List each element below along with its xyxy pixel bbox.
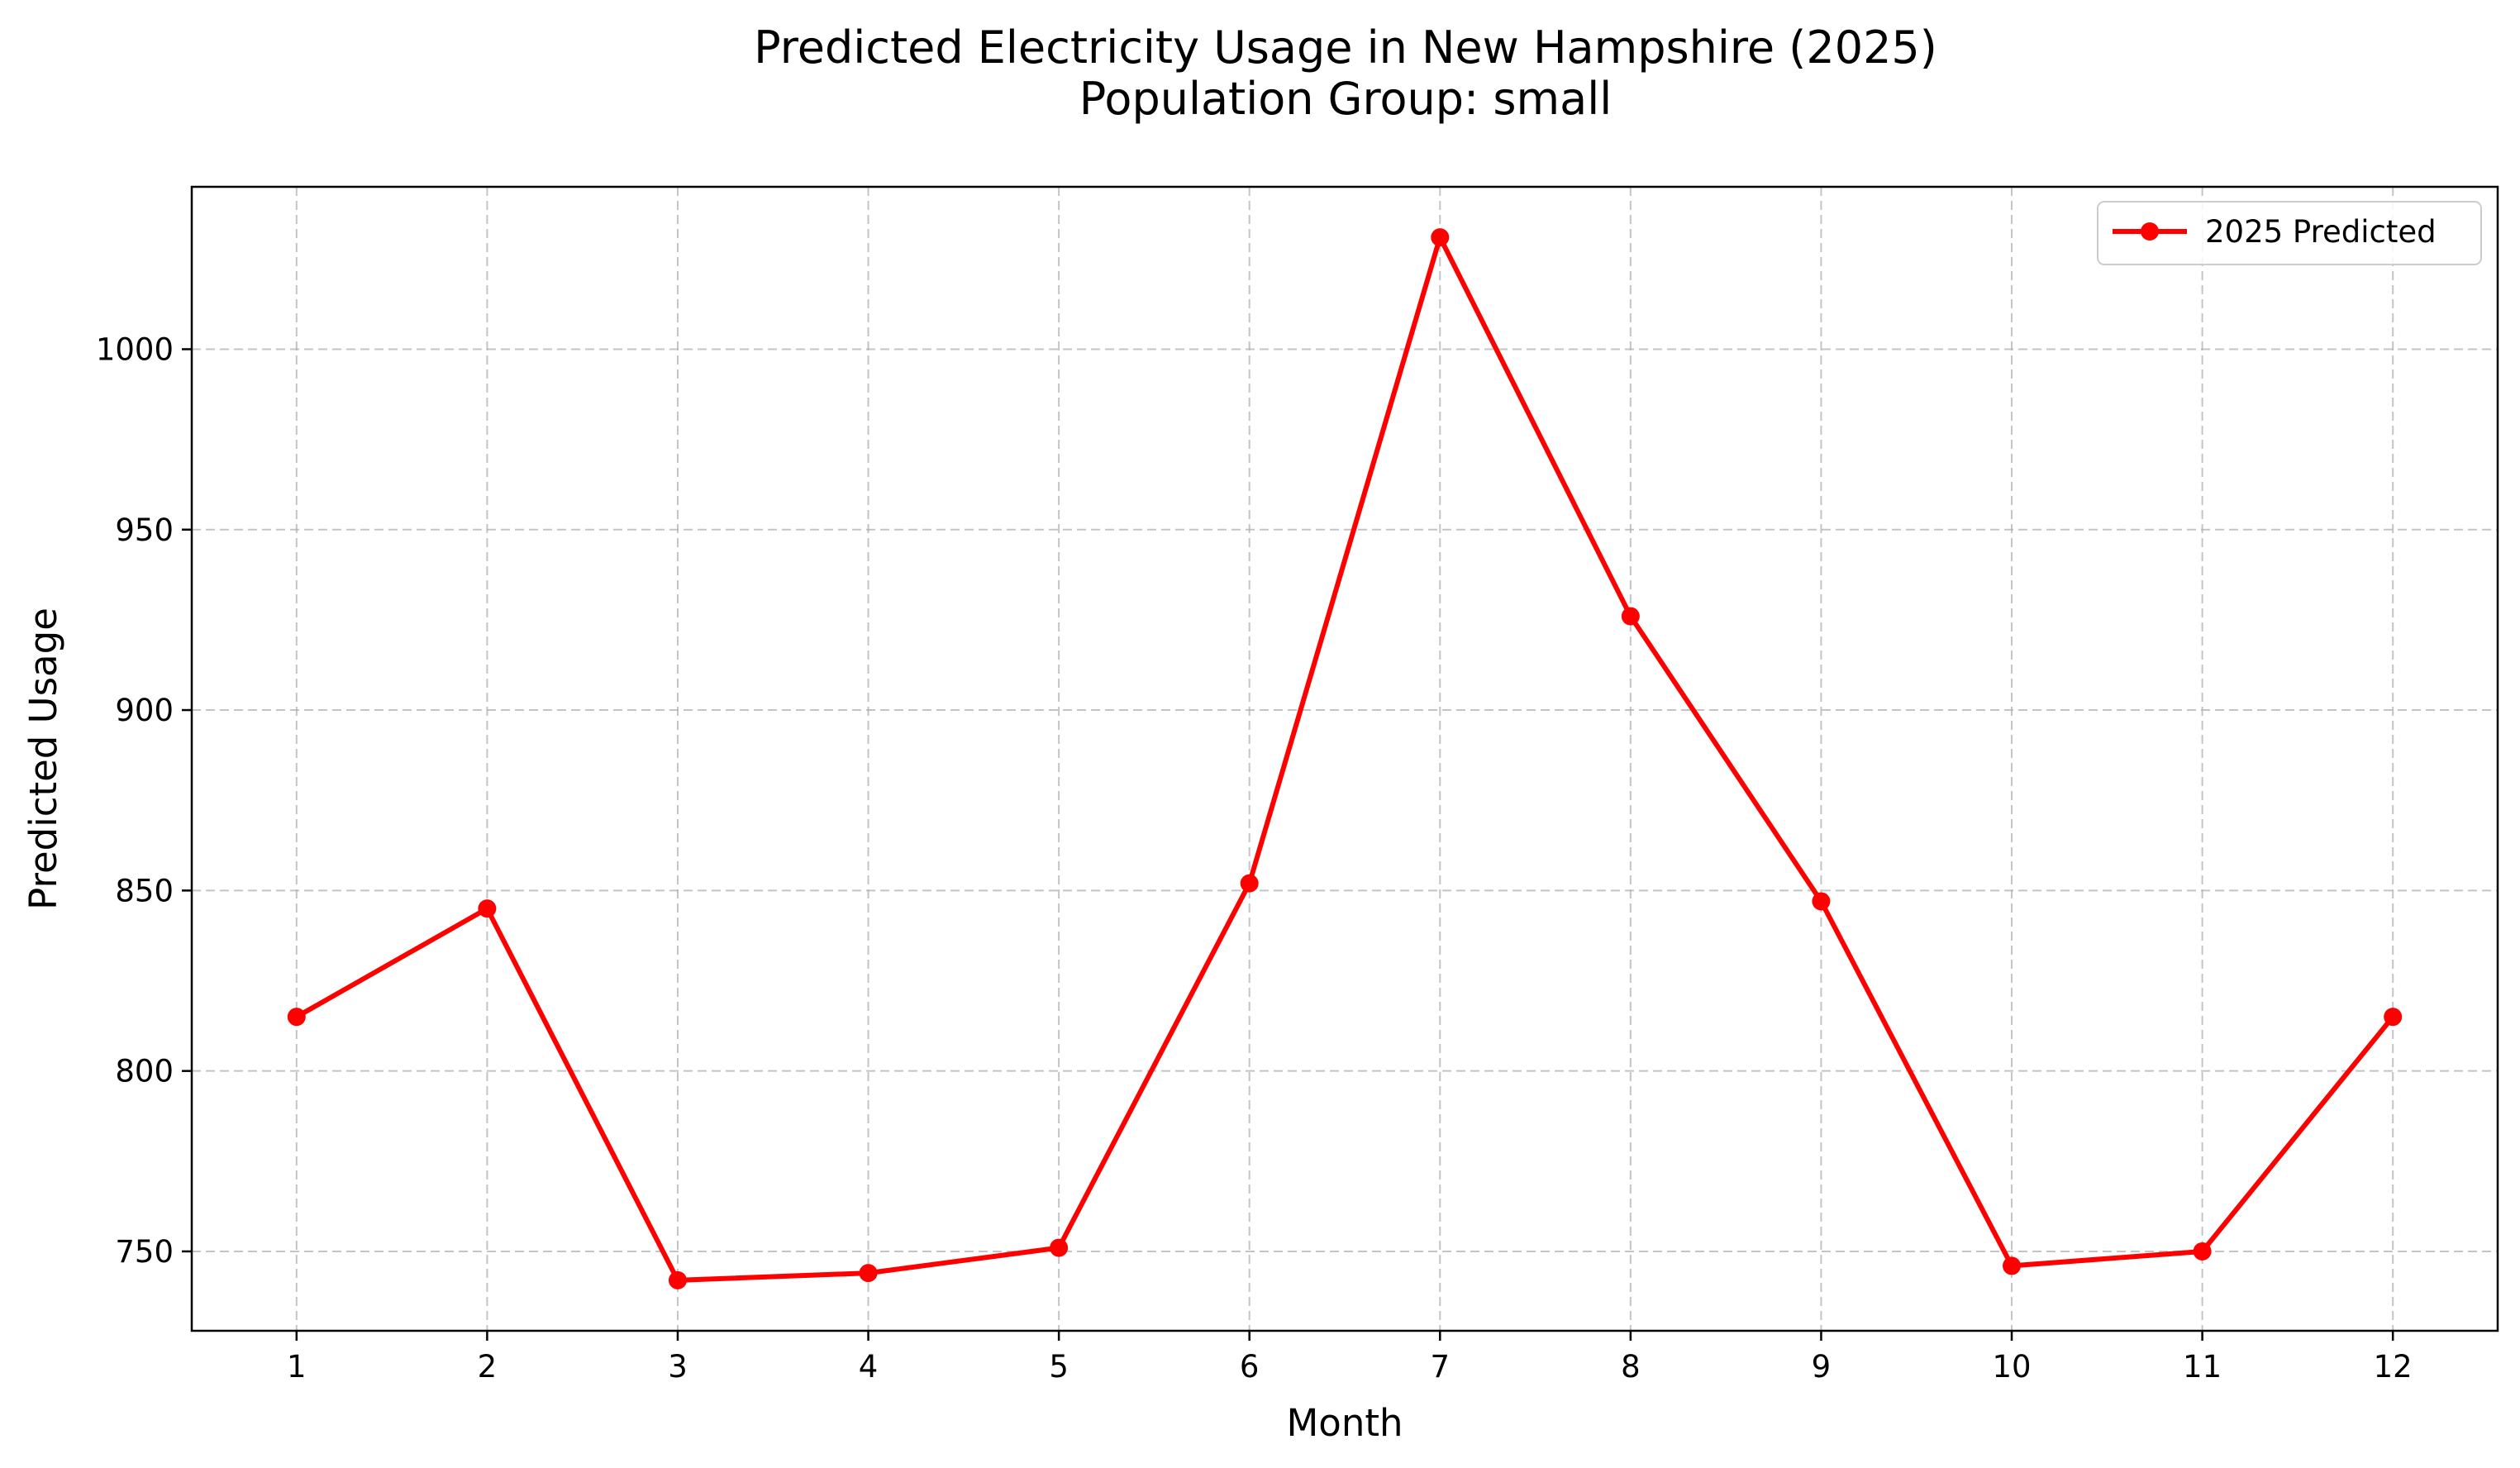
y-tick-label: 1000 [96,331,174,367]
data-point [1050,1238,1069,1257]
data-point [859,1264,878,1283]
x-tick-label: 10 [1992,1349,2031,1385]
x-axis-label: Month [1286,1401,1403,1445]
x-tick-label: 6 [1240,1349,1260,1385]
x-tick-label: 5 [1049,1349,1069,1385]
data-point [478,899,497,918]
data-point [2003,1256,2022,1275]
x-tick-label: 12 [2374,1349,2413,1385]
plot-area-frame [190,185,2499,1332]
series-line [293,235,2396,1283]
series-2025-predicted [287,228,2403,1289]
legend-label: 2025 Predicted [2205,214,2437,250]
y-tick-label: 750 [115,1234,174,1270]
chart-subtitle: Population Group: small [1079,73,1612,125]
chart-title: Predicted Electricity Usage in New Hamps… [754,21,1937,74]
y-axis-label: Predicted Usage [21,608,65,910]
y-axis-ticks: 750 800 850 900 950 1000 [96,331,192,1270]
data-point [1621,607,1640,626]
x-tick-label: 4 [859,1349,879,1385]
y-tick-label: 950 [115,512,174,548]
data-point [1812,892,1831,911]
x-tick-label: 7 [1431,1349,1451,1385]
y-tick-label: 850 [115,873,174,908]
y-tick-label: 900 [115,693,174,728]
grid-lines [192,187,2498,1331]
data-point [668,1270,687,1289]
data-point [2193,1242,2212,1261]
legend-box [2097,201,2482,265]
data-point [1240,874,1259,893]
x-tick-label: 3 [668,1349,688,1385]
x-tick-label: 1 [287,1349,307,1385]
x-tick-label: 11 [2183,1349,2222,1385]
x-tick-label: 9 [1812,1349,1832,1385]
x-tick-label: 8 [1621,1349,1641,1385]
legend: 2025 Predicted [2097,201,2482,265]
x-tick-label: 2 [478,1349,498,1385]
x-axis-ticks: 1 2 3 4 5 6 7 8 9 10 11 12 [287,1331,2413,1385]
data-point [287,1008,306,1027]
data-point [1431,228,1450,247]
data-point [2384,1008,2403,1027]
legend-marker-swatch [2141,222,2159,241]
y-tick-label: 800 [115,1054,174,1089]
